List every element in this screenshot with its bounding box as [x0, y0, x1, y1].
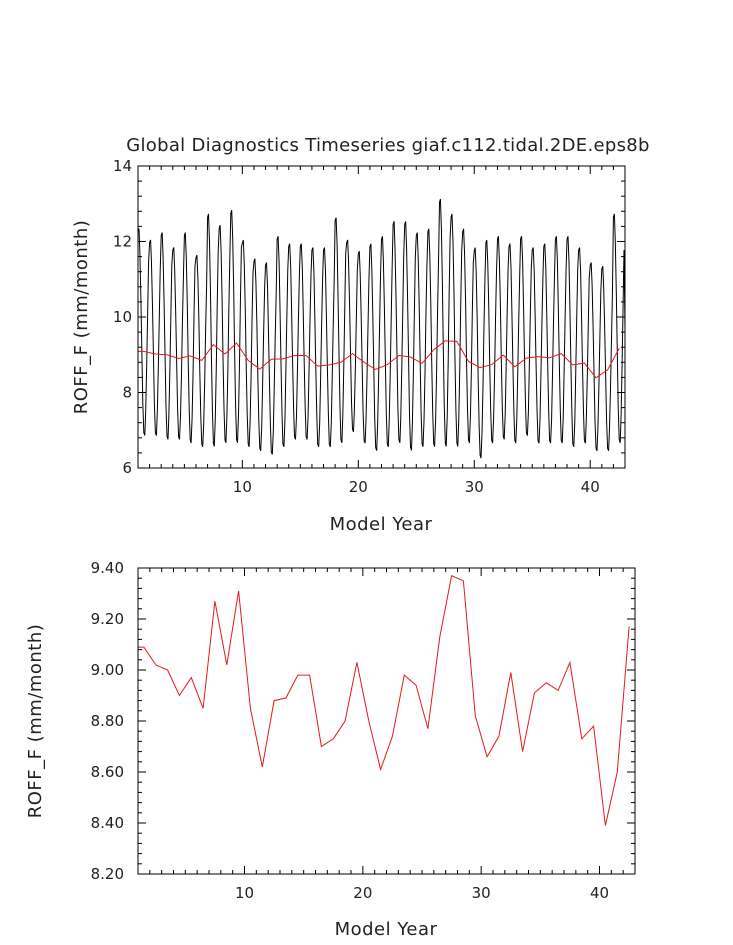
y-tick-label: 12 [113, 233, 132, 251]
series-line-monthly [137, 198, 626, 459]
bottom-chart-frame [137, 567, 636, 875]
y-tick-label: 6 [122, 459, 132, 477]
y-tick-label: 9.40 [91, 559, 124, 577]
top-chart-frame [137, 165, 626, 469]
x-tick-label: 20 [353, 884, 372, 902]
y-tick-label: 9.20 [91, 610, 124, 628]
top-y-axis-title: ROFF_F (mm/month) [71, 220, 92, 415]
y-tick-label: 8 [122, 384, 132, 402]
y-tick-label: 8.40 [91, 814, 124, 832]
top-chart: 10 20 30 40 6 8 10 12 14 Model Year ROFF_F (mm/m… [71, 157, 626, 535]
top-chart-series [137, 198, 626, 459]
bottom-chart: 10 20 30 40 8.20 8.40 8.60 8.80 9.00 9.20 9.40 Mod… [25, 559, 636, 940]
y-tick-label: 10 [113, 308, 132, 326]
y-tick-label: 9.00 [91, 661, 124, 679]
x-tick-label: 30 [472, 884, 491, 902]
x-tick-label: 10 [233, 478, 252, 496]
bottom-y-axis-title: ROFF_F (mm/month) [25, 624, 46, 819]
x-tick-label: 40 [581, 478, 600, 496]
y-tick-label: 8.60 [91, 763, 124, 781]
bottom-x-axis-title: Model Year [335, 919, 438, 940]
chart-title: Global Diagnostics Timeseries giaf.c112.… [126, 135, 649, 156]
series-line-annual-mean [138, 574, 630, 826]
top-x-axis-title: Model Year [330, 514, 433, 535]
y-tick-label: 8.80 [91, 712, 124, 730]
bottom-chart-series [138, 574, 630, 826]
series-line-annual-mean [138, 340, 620, 379]
x-tick-label: 20 [349, 478, 368, 496]
y-tick-label: 14 [113, 157, 132, 175]
x-tick-label: 10 [235, 884, 254, 902]
bottom-chart-ticks: 10 20 30 40 8.20 8.40 8.60 8.80 9.00 9.20 9.40 [91, 559, 636, 902]
x-tick-label: 40 [590, 884, 609, 902]
x-tick-label: 30 [465, 478, 484, 496]
y-tick-label: 8.20 [91, 865, 124, 883]
top-chart-ticks: 10 20 30 40 6 8 10 12 14 [113, 157, 626, 496]
